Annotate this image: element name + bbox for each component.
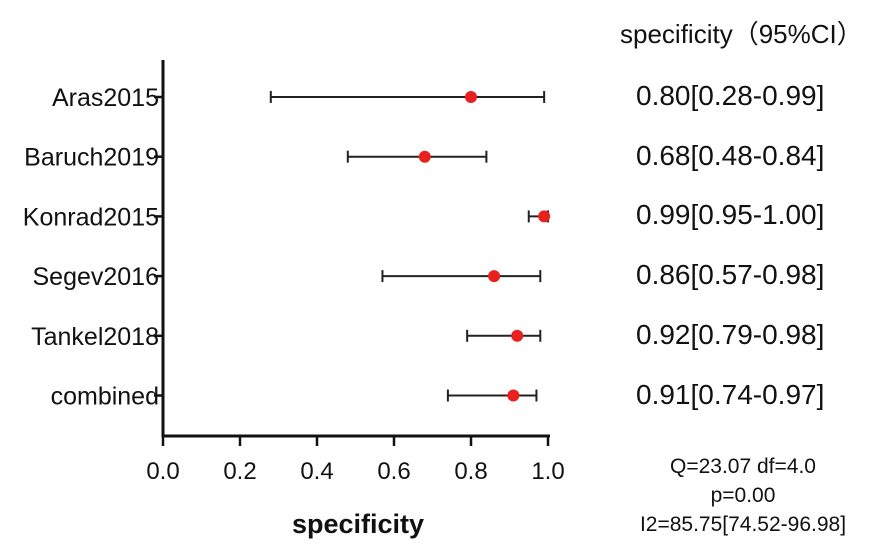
point-estimate: [465, 91, 477, 103]
stat-q-df: Q=23.07 df=4.0: [670, 455, 816, 478]
ci-column-header: specificity（95%CI）: [620, 19, 863, 49]
point-estimate: [418, 150, 431, 163]
x-tick-label: 0.4: [300, 458, 333, 485]
study-label: Aras2015: [52, 84, 159, 112]
axes: [154, 60, 550, 446]
stat-p: p=0.00: [710, 484, 776, 507]
ci-value: 0.68[0.48-0.84]: [636, 139, 825, 171]
ci-value: 0.86[0.57-0.98]: [636, 259, 825, 291]
x-tick-label: 0.2: [223, 458, 256, 485]
point-estimate: [507, 389, 520, 402]
ci-value: 0.99[0.95-1.00]: [636, 199, 825, 231]
study-label: Baruch2019: [24, 144, 159, 172]
x-tick-labels: 0.0 0.2 0.4 0.6 0.8 1.0: [146, 458, 564, 485]
ci-value: 0.91[0.74-0.97]: [636, 378, 825, 410]
study-label: Tankel2018: [31, 323, 159, 351]
x-axis-label: specificity: [292, 509, 424, 539]
x-tick-label: 0.8: [454, 458, 487, 485]
point-estimate: [511, 329, 524, 342]
x-tick-label: 1.0: [531, 458, 564, 485]
stat-i2: I2=85.75[74.52-96.98]: [639, 513, 847, 536]
point-estimate: [488, 270, 501, 283]
study-rows: Aras2015 Baruch2019 Konrad2015 Segev2016 Tan…: [23, 84, 551, 411]
ci-value: 0.92[0.79-0.98]: [636, 318, 825, 350]
study-label: combined: [51, 383, 159, 411]
x-tick-label: 0.0: [146, 458, 179, 485]
study-label: Konrad2015: [23, 203, 159, 231]
point-estimate: [538, 210, 551, 223]
ci-value: 0.80[0.28-0.99]: [636, 80, 825, 111]
study-label: Segev2016: [32, 263, 159, 291]
x-tick-label: 0.6: [377, 458, 410, 485]
